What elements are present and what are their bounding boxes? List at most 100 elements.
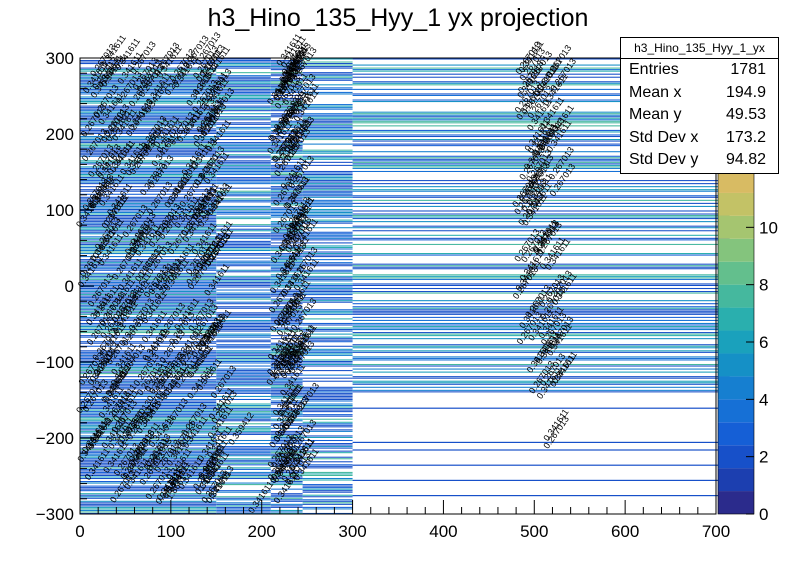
heatmap-bin <box>302 488 353 490</box>
heatmap-bin <box>270 81 303 83</box>
heatmap-bin <box>216 78 271 80</box>
heatmap-bin <box>302 467 353 469</box>
heatmap-bin <box>302 234 353 236</box>
heatmap-bin <box>80 178 217 180</box>
heatmap-bin <box>352 300 730 302</box>
heatmap-bin <box>270 473 303 475</box>
heatmap-bin <box>216 79 271 81</box>
color-scale-segment <box>718 468 754 492</box>
heatmap-bin <box>302 280 353 282</box>
heatmap-bin <box>302 151 353 153</box>
heatmap-bin <box>302 149 353 151</box>
heatmap-bin <box>302 123 353 125</box>
heatmap-bin <box>216 330 271 332</box>
heatmap-bin <box>302 400 353 402</box>
heatmap-bin <box>270 423 303 425</box>
heatmap-bin <box>302 499 353 501</box>
heatmap-bin <box>80 464 217 466</box>
stats-value: 94.82 <box>725 151 766 168</box>
heatmap-bin <box>80 148 217 150</box>
heatmap-bin <box>216 59 271 62</box>
z-tick-label: 10 <box>759 218 778 237</box>
heatmap-bin <box>216 316 271 318</box>
heatmap-bin <box>302 120 353 122</box>
heatmap-bin <box>302 72 353 74</box>
heatmap-bin <box>80 117 217 119</box>
heatmap-bin <box>352 117 730 119</box>
heatmap-bin <box>80 262 217 264</box>
heatmap-bin <box>80 237 217 239</box>
heatmap-bin <box>80 307 217 309</box>
heatmap-bin <box>302 131 353 133</box>
heatmap-bin <box>352 389 730 391</box>
heatmap-bin <box>302 512 353 514</box>
heatmap-bin <box>216 187 271 189</box>
heatmap-bin <box>352 312 730 314</box>
heatmap-bin <box>352 160 730 162</box>
heatmap-bin <box>302 262 353 264</box>
heatmap-bin <box>352 64 730 66</box>
heatmap-bin <box>352 195 730 197</box>
heatmap-bin <box>216 409 271 411</box>
heatmap-bin <box>270 471 303 473</box>
heatmap-bin <box>80 253 217 255</box>
color-scale-segment <box>718 376 754 400</box>
heatmap-bin <box>352 67 730 69</box>
heatmap-bin <box>80 476 217 478</box>
heatmap-bin <box>270 87 303 89</box>
heatmap-bin <box>270 321 303 323</box>
heatmap-bin <box>302 178 353 180</box>
heatmap-bin <box>352 70 730 72</box>
heatmap-bin <box>80 496 217 498</box>
heatmap-bin <box>302 424 353 426</box>
heatmap-bin <box>270 512 303 514</box>
heatmap-bin <box>80 313 217 315</box>
heatmap-bin <box>216 374 271 376</box>
heatmap-bin <box>80 509 217 511</box>
heatmap-bin <box>302 370 353 372</box>
heatmap-bin <box>270 211 303 214</box>
heatmap-bin <box>302 246 353 248</box>
heatmap-bin <box>216 315 271 317</box>
heatmap-bin <box>352 391 730 393</box>
heatmap-bin <box>302 443 353 445</box>
heatmap-bin <box>270 198 303 200</box>
heatmap-bin <box>352 253 730 255</box>
heatmap-bin <box>216 329 271 331</box>
heatmap-bin <box>216 102 271 104</box>
heatmap-bin <box>302 173 353 176</box>
heatmap-bin <box>80 110 217 112</box>
heatmap-bin <box>302 292 353 294</box>
y-tick-label: 300 <box>46 49 74 68</box>
heatmap-bin <box>352 324 730 326</box>
heatmap-bin <box>80 303 217 305</box>
heatmap-bin <box>80 306 217 308</box>
heatmap-bin <box>270 64 303 66</box>
heatmap-bin <box>270 511 303 513</box>
heatmap-bin <box>80 88 217 90</box>
heatmap-bin <box>302 300 353 302</box>
heatmap-bin <box>270 181 303 183</box>
y-tick-label: −100 <box>36 353 74 372</box>
heatmap-bin <box>270 99 303 101</box>
heatmap-bin <box>216 474 271 476</box>
heatmap-bin <box>216 373 271 375</box>
heatmap-bin <box>270 435 303 437</box>
heatmap-bin <box>270 447 303 449</box>
heatmap-bin <box>216 123 271 125</box>
color-scale-segment <box>718 238 754 262</box>
heatmap-bin <box>216 471 271 473</box>
heatmap-bin <box>270 221 303 223</box>
heatmap-bin <box>352 166 730 168</box>
stats-label: Entries <box>629 61 679 78</box>
heatmap-bin <box>216 427 271 429</box>
heatmap-bin <box>302 397 353 399</box>
heatmap-bin <box>80 312 217 314</box>
heatmap-bin <box>352 495 730 497</box>
heatmap-bin <box>216 243 271 245</box>
heatmap-bin <box>80 215 217 217</box>
heatmap-bin <box>270 155 303 157</box>
heatmap-bin <box>216 119 271 121</box>
heatmap-bin <box>270 291 303 293</box>
heatmap-bin <box>302 435 353 437</box>
